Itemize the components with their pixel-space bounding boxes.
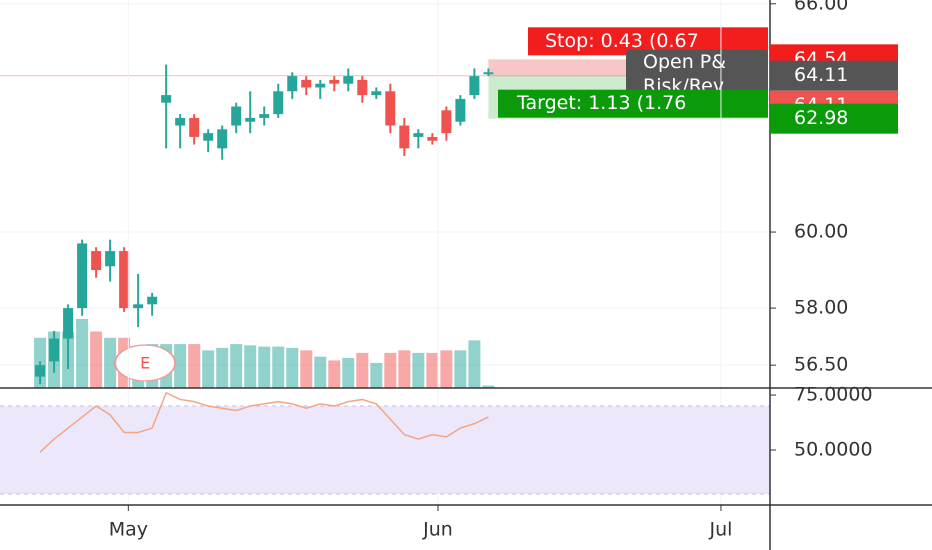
candle-body <box>469 76 480 96</box>
volume-bar <box>398 350 411 388</box>
entry-label-bg <box>626 49 768 100</box>
volume-bar <box>76 319 89 388</box>
candle-body <box>119 251 130 309</box>
candle-body <box>399 125 410 149</box>
volume-bar <box>174 344 187 388</box>
candle-body <box>287 76 298 92</box>
candle-body <box>273 91 284 115</box>
rsi-tick-label: 50.0000 <box>794 439 873 461</box>
volume-bar <box>328 360 341 388</box>
candle-body <box>63 308 74 339</box>
candle-body <box>483 72 494 75</box>
candle-body <box>161 95 172 103</box>
candle-body <box>203 133 214 141</box>
x-tick-label: May <box>109 519 148 541</box>
candle-body <box>217 129 228 149</box>
candle-body <box>357 79 368 96</box>
entry-label: Open P& <box>643 51 726 73</box>
candle-body <box>35 365 46 377</box>
volume-bar <box>202 350 215 388</box>
x-tick-label: Jul <box>708 519 732 541</box>
candle-body <box>371 91 382 96</box>
candle-body <box>147 296 158 305</box>
target-price-tag: 62.98 <box>794 107 848 129</box>
volume-bar <box>440 350 453 388</box>
target-label: Target: 1.13 (1.76 <box>516 92 686 114</box>
candle-body <box>105 251 116 267</box>
volume-bar <box>454 350 467 388</box>
volume-bar <box>104 337 117 388</box>
target-price-tag-bg <box>770 103 898 134</box>
y-tick-label: 60.00 <box>794 221 848 243</box>
volume-bar <box>216 347 229 388</box>
volume-bar <box>90 331 103 388</box>
entry-price-tag: 64.11 <box>794 64 848 86</box>
event-marker <box>114 344 177 382</box>
volume-bar <box>356 352 369 388</box>
volume-bar <box>230 344 243 388</box>
candle-body <box>301 79 312 88</box>
y-tick-label: 66.00 <box>794 0 848 14</box>
target-label-bg <box>498 89 768 118</box>
candle-body <box>49 338 60 362</box>
rsi-band <box>0 406 770 495</box>
candle-body <box>133 304 144 309</box>
candle-body <box>329 79 340 84</box>
volume-bar <box>314 356 327 388</box>
volume-bar <box>188 344 201 388</box>
volume-bar <box>482 385 495 388</box>
candle-body <box>175 117 186 126</box>
rsi-tick-label: 75.0000 <box>794 384 873 406</box>
candle-body <box>259 114 270 118</box>
candle-body <box>189 117 200 137</box>
entry-price-tag-bg <box>770 60 898 91</box>
volume-bar <box>384 352 397 388</box>
event-label: E <box>140 354 150 373</box>
volume-bar <box>370 362 383 388</box>
candle-body <box>385 91 396 126</box>
candle-body <box>455 98 466 122</box>
volume-bar <box>412 352 425 388</box>
y-tick-label: 58.00 <box>794 297 848 319</box>
candle-body <box>441 110 452 134</box>
candle-body <box>343 76 354 84</box>
y-tick-label: 56.50 <box>794 354 848 376</box>
volume-bar <box>342 357 355 388</box>
candle-body <box>91 251 102 271</box>
volume-bar <box>286 347 299 388</box>
candle-body <box>245 117 256 122</box>
volume-bar <box>258 346 271 388</box>
rsi-line <box>39 391 489 453</box>
x-tick-label: Jun <box>422 519 453 541</box>
volume-bar <box>244 345 257 388</box>
volume-bar <box>426 352 439 388</box>
candle-body <box>427 136 438 141</box>
candle-body <box>413 133 424 137</box>
stop-label: Stop: 0.43 (0.67 <box>545 30 699 52</box>
volume-bar <box>300 350 313 388</box>
candle-body <box>315 83 326 88</box>
volume-bar <box>468 340 481 388</box>
candle-body <box>231 106 242 126</box>
volume-bar <box>272 346 285 388</box>
candle-body <box>77 243 88 309</box>
